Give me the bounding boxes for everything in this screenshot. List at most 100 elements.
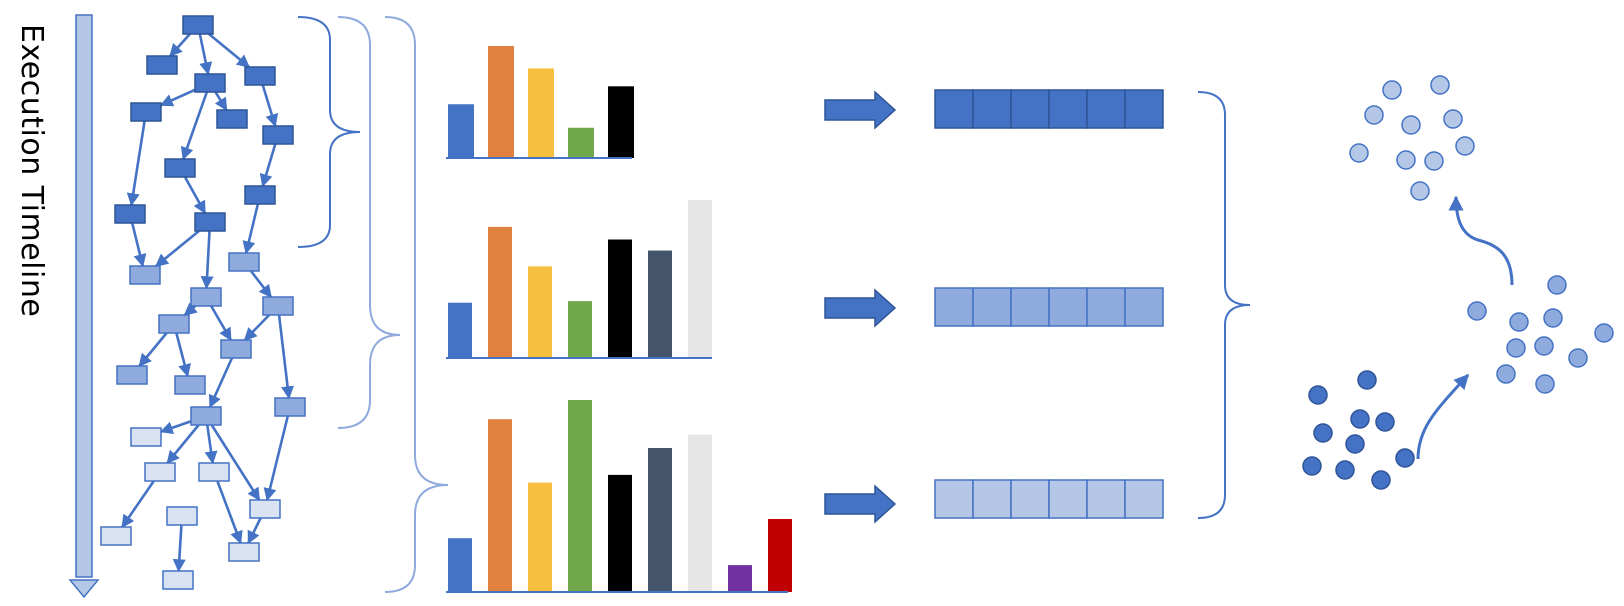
block-arrow-2 [824, 288, 897, 328]
graph-edge [130, 222, 147, 268]
graph-node [194, 212, 226, 232]
graph-node [100, 526, 132, 546]
graph-node [194, 73, 226, 93]
cluster-point [1496, 364, 1516, 384]
vector-cell [1086, 479, 1126, 519]
cluster-point [1364, 105, 1384, 125]
cluster-point [1357, 370, 1377, 390]
graph-node [174, 375, 206, 395]
bar-chart-2 [446, 200, 712, 359]
bar [448, 538, 472, 592]
curved-arrows [1416, 195, 1514, 460]
graph-edge [259, 143, 277, 188]
bar [608, 86, 634, 158]
cluster-point [1568, 348, 1588, 368]
curved-arrow-mid-to-light [1448, 195, 1514, 286]
block-arrow-3 [824, 484, 897, 524]
cluster-point [1345, 434, 1365, 454]
graph-edge [216, 480, 243, 545]
timeline-arrow-shaft [75, 14, 93, 578]
feature-vector-1 [934, 89, 1164, 129]
cluster-point [1313, 423, 1333, 443]
vector-cell [1124, 89, 1164, 129]
graph-edge [208, 357, 234, 409]
graph-node [274, 397, 306, 417]
graph-node [130, 102, 162, 122]
bar [448, 104, 474, 158]
graph-node [164, 158, 196, 178]
vector-cell [1010, 479, 1050, 519]
cluster-point [1349, 143, 1369, 163]
graph-edge [169, 33, 191, 57]
bar-chart-1 [446, 46, 634, 159]
graph-edge [159, 420, 192, 435]
graph-edge [126, 120, 146, 207]
graph-node [116, 365, 148, 385]
vector-cell [934, 89, 974, 129]
bar [648, 448, 672, 592]
graph-edge [263, 415, 290, 502]
feature-vector-3 [934, 479, 1164, 519]
graph-edge [247, 517, 262, 545]
graph-edge [155, 229, 200, 268]
cluster-point [1371, 470, 1391, 490]
vector-cell [934, 287, 974, 327]
graph-node [144, 462, 176, 482]
vector-cell [1086, 89, 1126, 129]
graph-edge [261, 84, 279, 128]
cluster-point [1534, 336, 1554, 356]
graph-edge [183, 302, 198, 316]
cluster-mid [1467, 275, 1614, 394]
bar [528, 482, 552, 592]
graph-edge [243, 314, 271, 341]
bracket-top [297, 16, 361, 248]
graph-edge [180, 91, 209, 161]
bracket-bottom [384, 16, 449, 593]
vector-cell [1124, 479, 1164, 519]
cluster-point [1410, 181, 1430, 201]
point-clusters [1302, 75, 1614, 490]
graph-node [249, 499, 281, 519]
bar [688, 200, 712, 358]
graph-edge [208, 32, 251, 69]
graph-node [244, 185, 276, 205]
cluster-point [1401, 115, 1421, 135]
graph-node [146, 55, 178, 75]
graph-edge [210, 424, 261, 502]
graph-node [220, 339, 252, 359]
vector-cell [1010, 89, 1050, 129]
bar [688, 434, 712, 592]
bar-charts [446, 46, 792, 593]
graph-edge [166, 424, 200, 465]
vector-cell [972, 287, 1012, 327]
cluster-point [1443, 109, 1463, 129]
graph-edge [277, 314, 295, 400]
cluster-point [1506, 338, 1526, 358]
vector-cell [934, 479, 974, 519]
graph-node [130, 427, 162, 447]
cluster-point [1396, 150, 1416, 170]
cluster-point [1395, 448, 1415, 468]
cluster-point [1375, 412, 1395, 432]
cluster-point [1547, 275, 1567, 295]
graph-node [182, 15, 214, 35]
graph-node [228, 252, 260, 272]
bar [728, 565, 752, 592]
cluster-point [1350, 409, 1370, 429]
curved-arrow-dark-to-mid [1416, 373, 1470, 460]
graph-edge [214, 91, 228, 112]
bar [528, 266, 552, 358]
vector-cell [1048, 479, 1088, 519]
cluster-dark [1302, 370, 1415, 490]
bar [488, 419, 512, 592]
graph-edge [204, 424, 218, 465]
bar [568, 127, 594, 158]
graph-edge [210, 305, 232, 342]
vector-cell [1048, 287, 1088, 327]
graph-node [129, 265, 161, 285]
feature-vectors [934, 89, 1164, 519]
timeline-label: Execution Timeline [14, 24, 49, 318]
graph-edges [121, 32, 295, 573]
cluster-point [1430, 75, 1450, 95]
bar [528, 68, 554, 158]
